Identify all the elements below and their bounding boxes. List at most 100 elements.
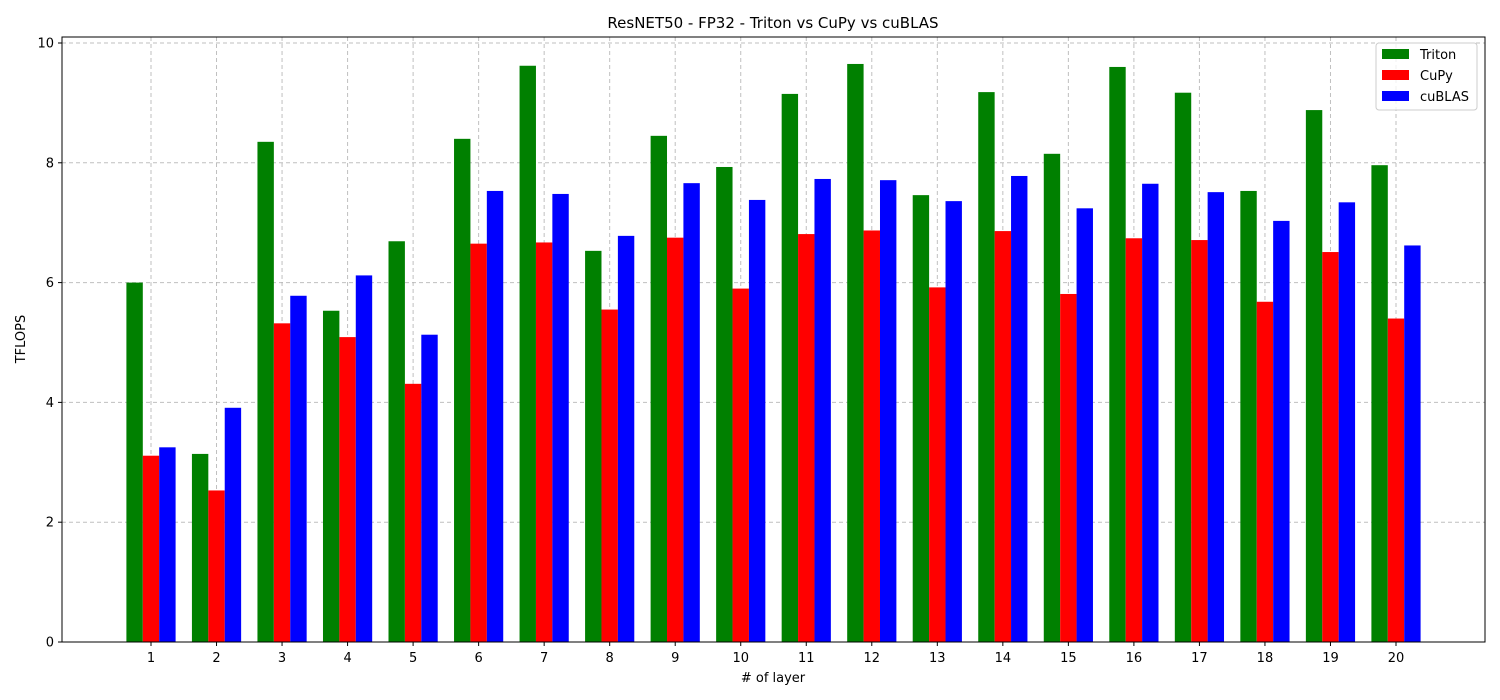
legend-swatch-cupy <box>1382 70 1409 80</box>
x-tick-label: 9 <box>671 651 679 666</box>
x-axis-label: # of layer <box>741 671 806 686</box>
bar-triton-layer-6 <box>454 138 471 643</box>
bar-cupy-layer-5 <box>404 383 422 642</box>
x-tick-label: 12 <box>864 651 881 666</box>
x-tick-label: 20 <box>1388 651 1405 666</box>
bar-cupy-layer-3 <box>273 323 291 642</box>
plot-area-frame <box>61 36 1486 643</box>
legend-swatch-triton <box>1382 49 1409 59</box>
x-tick-label: 5 <box>409 651 417 666</box>
legend-label-triton: Triton <box>1419 48 1456 63</box>
bars <box>126 63 1421 643</box>
bar-triton-layer-4 <box>322 310 340 642</box>
x-tick-label: 7 <box>540 651 548 666</box>
bar-triton-layer-15 <box>1043 153 1061 642</box>
bar-cupy-layer-18 <box>1256 301 1274 642</box>
y-tick-label: 6 <box>46 276 54 291</box>
bar-cublas-layer-4 <box>355 275 373 642</box>
bar-triton-layer-1 <box>126 282 143 642</box>
bar-cupy-layer-11 <box>798 234 815 642</box>
bar-cublas-layer-9 <box>683 183 700 642</box>
bar-cublas-layer-1 <box>159 447 176 642</box>
bar-triton-layer-5 <box>388 241 405 642</box>
bar-cupy-layer-20 <box>1387 318 1405 642</box>
bar-cupy-layer-12 <box>863 230 880 642</box>
bar-cupy-layer-14 <box>994 231 1012 642</box>
legend-label-cublas: cuBLAS <box>1420 90 1469 105</box>
bar-cublas-layer-7 <box>552 193 569 642</box>
x-tick-label: 6 <box>474 651 482 666</box>
legend: Triton CuPy cuBLAS <box>1375 42 1478 111</box>
y-axis-label: TFLOPS <box>14 315 29 365</box>
bar-cublas-layer-16 <box>1142 183 1159 642</box>
x-tick-label: 2 <box>212 651 220 666</box>
bar-triton-layer-19 <box>1305 110 1323 642</box>
bar-triton-layer-12 <box>847 63 864 642</box>
bar-cupy-layer-9 <box>667 237 684 642</box>
bar-cublas-layer-6 <box>486 190 504 642</box>
bar-cublas-layer-3 <box>290 295 307 642</box>
x-tick-label: 4 <box>343 651 351 666</box>
y-tick-label: 2 <box>46 516 54 531</box>
bar-cublas-layer-13 <box>945 201 962 642</box>
x-tick-label: 1 <box>147 651 155 666</box>
legend-swatch-cublas <box>1382 91 1409 101</box>
bar-cublas-layer-5 <box>421 334 438 642</box>
x-tick-label: 14 <box>995 651 1012 666</box>
bar-triton-layer-16 <box>1109 66 1126 642</box>
bar-cublas-layer-14 <box>1011 175 1028 643</box>
bar-triton-layer-2 <box>191 453 209 642</box>
bar-cublas-layer-10 <box>748 199 766 642</box>
bar-triton-layer-20 <box>1371 165 1388 643</box>
y-tick-label: 0 <box>46 636 54 651</box>
bar-cublas-layer-11 <box>814 178 831 643</box>
bar-triton-layer-3 <box>257 141 274 643</box>
bar-triton-layer-10 <box>716 166 733 642</box>
bar-triton-layer-18 <box>1240 190 1257 642</box>
bar-cublas-layer-18 <box>1273 220 1290 642</box>
bar-cupy-layer-10 <box>732 288 749 642</box>
y-axis-ticks: 0 2 4 6 8 10 <box>37 36 62 651</box>
bar-cupy-layer-4 <box>339 337 356 642</box>
legend-label-cupy: CuPy <box>1420 69 1453 84</box>
bar-triton-layer-11 <box>781 93 799 642</box>
bar-cupy-layer-6 <box>470 243 487 642</box>
x-tick-label: 13 <box>929 651 946 666</box>
x-tick-label: 10 <box>732 651 749 666</box>
bar-triton-layer-7 <box>519 65 536 643</box>
bar-triton-layer-8 <box>585 250 602 642</box>
bar-cupy-layer-2 <box>208 490 225 642</box>
y-tick-label: 10 <box>37 36 54 51</box>
bar-cublas-layer-20 <box>1404 245 1421 642</box>
bar-cupy-layer-13 <box>929 287 946 642</box>
x-tick-label: 15 <box>1060 651 1077 666</box>
x-tick-label: 18 <box>1257 651 1274 666</box>
x-axis-ticks: 1 2 3 4 5 6 7 8 9 10 11 12 13 14 15 16 17 18 19 20 <box>147 642 1404 666</box>
chart-title: ResNET50 - FP32 - Triton vs CuPy vs cuBL… <box>607 14 938 32</box>
x-tick-label: 11 <box>798 651 815 666</box>
bar-triton-layer-17 <box>1174 92 1192 642</box>
bar-cublas-layer-12 <box>879 180 897 642</box>
bar-cublas-layer-17 <box>1207 192 1225 643</box>
bar-triton-layer-14 <box>978 92 995 643</box>
x-tick-label: 17 <box>1191 651 1208 666</box>
bar-cupy-layer-1 <box>142 455 160 642</box>
y-tick-label: 4 <box>46 396 54 411</box>
x-tick-label: 16 <box>1126 651 1143 666</box>
bar-cupy-layer-16 <box>1125 238 1143 642</box>
bar-cupy-layer-15 <box>1060 293 1077 642</box>
bar-cublas-layer-15 <box>1076 208 1093 642</box>
x-tick-label: 19 <box>1322 651 1339 666</box>
bar-cupy-layer-19 <box>1322 252 1339 642</box>
y-tick-label: 8 <box>46 156 54 171</box>
bar-cupy-layer-17 <box>1191 240 1208 642</box>
bar-triton-layer-9 <box>650 135 668 642</box>
bar-cublas-layer-19 <box>1338 202 1356 643</box>
bar-cupy-layer-7 <box>535 242 553 643</box>
bar-triton-layer-13 <box>912 195 930 642</box>
bar-cublas-layer-2 <box>224 407 242 642</box>
x-tick-label: 8 <box>606 651 614 666</box>
x-tick-label: 3 <box>278 651 286 666</box>
